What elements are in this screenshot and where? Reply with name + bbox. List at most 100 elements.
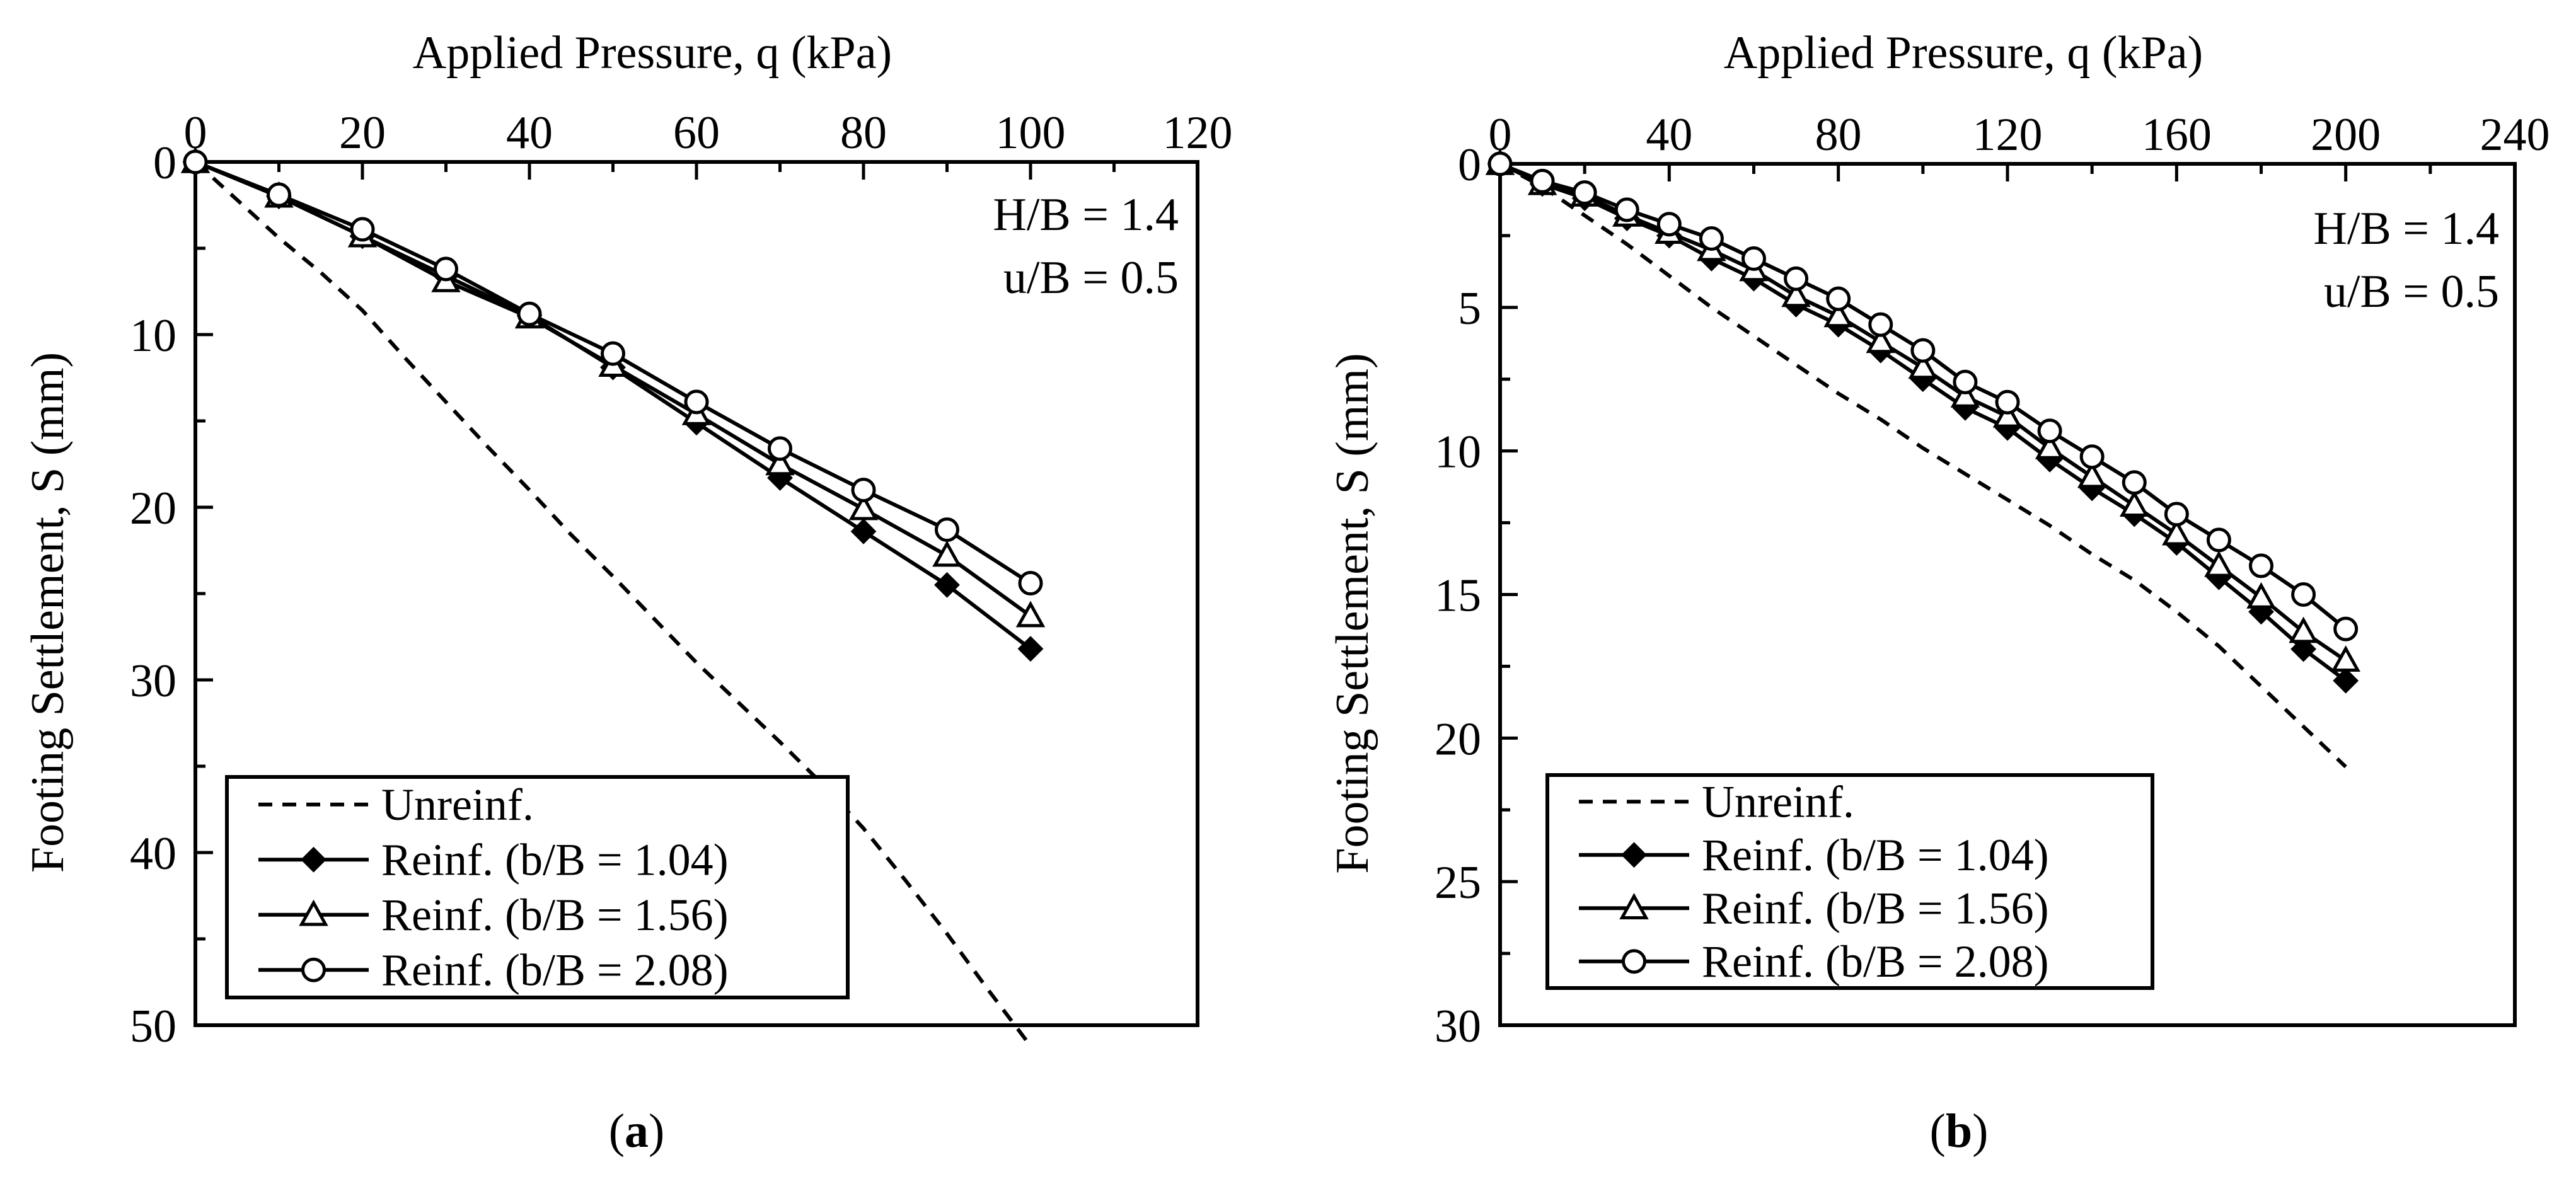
legend: Unreinf.Reinf. (b/B = 1.04)Reinf. (b/B =… <box>225 775 850 999</box>
legend-label: Unreinf. <box>1702 776 1854 827</box>
caption-close: ) <box>649 1105 664 1158</box>
series-line <box>193 160 1032 1047</box>
y-tick-label: 0 <box>153 137 176 189</box>
data-point <box>1741 246 1766 271</box>
data-point <box>2206 527 2231 553</box>
data-point <box>350 217 375 242</box>
data-point <box>768 436 792 461</box>
legend-marker <box>301 957 326 982</box>
series-line <box>194 160 1032 618</box>
y-tick-label: 5 <box>1458 283 1481 335</box>
data-point <box>765 449 795 476</box>
y-tick-label: 10 <box>130 310 176 362</box>
series-reinf-b-b-1-56- <box>1485 148 2360 672</box>
data-point <box>1015 601 1046 628</box>
data-point <box>2249 553 2273 578</box>
data-point <box>1572 180 1597 205</box>
data-point <box>2246 582 2276 609</box>
data-point <box>850 518 877 544</box>
legend: Unreinf.Reinf. (b/B = 1.04)Reinf. (b/B =… <box>1545 773 2154 990</box>
data-point <box>1908 352 1938 379</box>
data-point <box>2162 519 2192 546</box>
series-line <box>1499 162 2347 769</box>
data-point <box>2333 616 2359 641</box>
legend-label: Reinf. (b/B = 1.56) <box>381 890 729 940</box>
data-point <box>1826 286 1851 311</box>
data-point <box>1950 381 1980 408</box>
data-point <box>2122 470 2147 495</box>
y-tick-label: 15 <box>1435 570 1481 622</box>
series-line <box>1499 162 2347 682</box>
y-tick-label: 10 <box>1435 427 1481 478</box>
y-tick-label: 0 <box>1458 139 1481 191</box>
data-point <box>1910 338 1936 363</box>
y-tick-label: 30 <box>130 655 176 707</box>
x-tick-label: 40 <box>1646 109 1692 161</box>
legend-marker <box>301 846 326 873</box>
data-point <box>434 256 458 282</box>
series-reinf-b-b-1-04- <box>1487 151 2359 694</box>
series-unreinf- <box>193 160 1032 1047</box>
annotation-label: u/B = 0.5 <box>1003 252 1179 304</box>
data-point <box>1487 151 1513 176</box>
legend-label: Reinf. (b/B = 2.08) <box>1702 936 2049 987</box>
data-point <box>1868 312 1893 337</box>
caption-close: ) <box>1972 1105 1988 1158</box>
caption-letter: a <box>625 1105 649 1158</box>
data-point <box>2290 636 2316 662</box>
data-point <box>932 540 962 567</box>
x-tick-label: 240 <box>2480 109 2550 161</box>
x-tick-label: 100 <box>996 107 1066 159</box>
data-point <box>183 149 208 175</box>
data-point <box>1823 301 1853 328</box>
data-point <box>1018 571 1043 596</box>
y-axis-title: Footing Settlement, S (mm) <box>1327 353 1378 873</box>
legend-label: Reinf. (b/B = 1.04) <box>1702 830 2049 880</box>
x-tick-label: 160 <box>2142 109 2212 161</box>
x-axis-title: Applied Pressure, q (kPa) <box>1724 27 2203 79</box>
data-point <box>1656 212 1682 237</box>
legend-box <box>225 775 850 999</box>
y-axis-title: Footing Settlement, S (mm) <box>22 352 74 873</box>
data-point <box>1995 389 2020 415</box>
panel-caption: (a) <box>609 1105 665 1158</box>
data-point <box>1530 168 1555 193</box>
x-tick-label: 40 <box>506 107 553 159</box>
series-reinf-b-b-1-04- <box>182 149 1044 662</box>
caption-letter: b <box>1946 1105 1972 1158</box>
data-point <box>2333 667 2359 694</box>
data-point <box>1953 369 1978 394</box>
data-point <box>1781 280 1811 307</box>
x-tick-label: 80 <box>840 107 887 159</box>
legend-label: Reinf. (b/B = 1.56) <box>1702 883 2049 933</box>
data-point <box>2164 502 2189 527</box>
legend-marker <box>1621 842 1647 868</box>
data-point <box>2204 550 2234 577</box>
data-point <box>935 517 959 543</box>
y-tick-label: 25 <box>1435 857 1481 909</box>
data-point <box>934 572 960 598</box>
x-tick-label: 60 <box>673 107 720 159</box>
data-point <box>1699 226 1724 251</box>
legend-label: Reinf. (b/B = 1.04) <box>381 834 729 885</box>
legend-label: Unreinf. <box>381 779 534 830</box>
x-tick-label: 120 <box>1163 107 1233 159</box>
data-point <box>2035 432 2065 459</box>
data-point <box>851 478 876 503</box>
x-tick-label: 80 <box>1815 109 1862 161</box>
series-reinf-b-b-2-08- <box>183 149 1043 596</box>
panel-caption: (b) <box>1930 1105 1989 1158</box>
data-point <box>267 182 291 207</box>
x-tick-label: 200 <box>2311 109 2381 161</box>
caption-open: ( <box>609 1105 625 1158</box>
data-point <box>1784 266 1809 291</box>
data-point <box>2079 444 2105 469</box>
data-point <box>1614 197 1639 222</box>
data-point <box>2289 616 2318 643</box>
legend-box <box>1545 773 2154 990</box>
y-tick-label: 20 <box>130 483 176 534</box>
data-point <box>1866 326 1895 353</box>
